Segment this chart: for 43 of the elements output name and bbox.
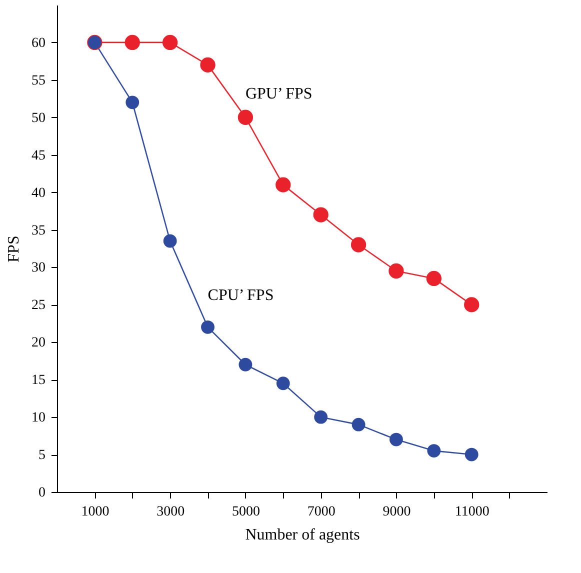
series-label: GPU’ FPS <box>245 85 312 102</box>
point <box>314 410 328 424</box>
x-tick-label: 5000 <box>232 504 260 520</box>
point <box>162 34 178 50</box>
point <box>427 444 441 458</box>
y-tick-label: 40 <box>32 186 46 201</box>
y-tick-label: 15 <box>32 373 46 388</box>
point <box>201 320 214 334</box>
point <box>163 234 177 248</box>
point <box>388 263 404 279</box>
point <box>350 237 366 252</box>
point <box>126 96 140 110</box>
y-tick-label: 5 <box>38 448 46 464</box>
point <box>200 57 216 73</box>
y-axis-title: FPS <box>6 236 22 262</box>
x-tick-label: 7000 <box>307 504 336 520</box>
y-tick-label: 0 <box>38 486 46 500</box>
y-tick-label: 50 <box>32 110 46 126</box>
y-tick-label: 20 <box>32 336 46 351</box>
y-tick-label: 30 <box>32 260 46 276</box>
point <box>238 110 254 125</box>
x-axis-title: Number of agents <box>245 526 360 544</box>
y-tick-label: 35 <box>32 223 46 238</box>
point <box>464 448 478 462</box>
y-tick-label: 25 <box>32 298 46 314</box>
x-tick-label: 3000 <box>156 504 185 520</box>
series-label: CPU’ FPS <box>208 287 274 304</box>
point <box>124 34 140 50</box>
point <box>426 270 442 286</box>
point <box>464 297 480 312</box>
point <box>352 418 366 432</box>
y-tick-label: 10 <box>32 410 46 426</box>
point <box>276 177 291 192</box>
y-tick-label: 45 <box>32 148 46 164</box>
point <box>238 358 252 372</box>
point <box>276 376 290 390</box>
x-tick-label: 11000 <box>454 504 490 520</box>
y-tick-label: 55 <box>32 73 46 88</box>
x-tick-label: 1000 <box>81 504 110 520</box>
point <box>390 432 403 446</box>
y-tick-label: 60 <box>32 36 46 51</box>
x-tick-label: 9000 <box>382 504 411 520</box>
point <box>313 207 328 222</box>
